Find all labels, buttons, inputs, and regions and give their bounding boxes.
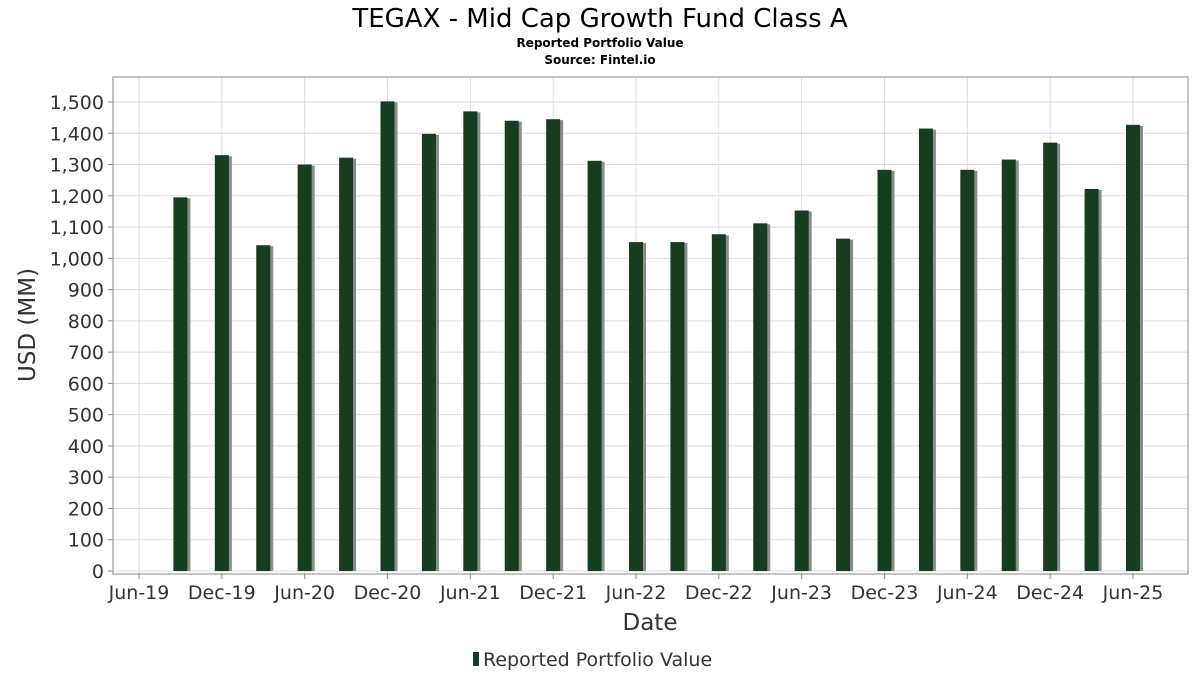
plot-area	[112, 76, 1189, 575]
y-tick-label: 1,200	[50, 186, 104, 208]
bar	[960, 169, 975, 571]
bar	[214, 155, 229, 572]
y-tick-label: 100	[68, 530, 104, 552]
x-tick-label: Dec-23	[851, 582, 919, 604]
bar	[173, 197, 188, 571]
y-tick-label: 1,100	[50, 217, 104, 239]
y-tick-label: 1,000	[50, 248, 104, 270]
y-tick-label: 1,400	[50, 123, 104, 145]
y-tick-label: 200	[68, 498, 104, 520]
y-tick-label: 900	[68, 280, 104, 302]
bar	[587, 160, 602, 572]
y-tick-label: 400	[68, 436, 104, 458]
legend-swatch	[473, 652, 479, 666]
x-tick-label: Jun-24	[936, 582, 998, 604]
y-tick-label: 600	[68, 373, 104, 395]
y-tick-label: 800	[68, 311, 104, 333]
chart-subtitle: Reported Portfolio Value	[516, 36, 683, 50]
x-tick-label: Dec-20	[354, 582, 422, 604]
grid-lines	[113, 77, 1188, 574]
legend: Reported Portfolio Value	[473, 649, 712, 671]
bar	[1001, 159, 1016, 571]
bar	[877, 169, 892, 571]
bar	[670, 242, 685, 572]
bar	[836, 238, 851, 572]
bar	[1126, 124, 1140, 571]
bar	[421, 133, 436, 571]
bar	[297, 164, 312, 572]
x-axis-ticks: Jun-19 Dec-19 Jun-20 Dec-20 Jun-21 Dec-21 Jun-…	[108, 574, 1164, 604]
x-tick-label: Dec-24	[1016, 582, 1084, 604]
x-tick-label: Dec-22	[685, 582, 753, 604]
bar	[711, 234, 726, 571]
bar	[753, 223, 768, 571]
x-tick-label: Dec-21	[519, 582, 587, 604]
bar	[256, 245, 271, 571]
y-tick-label: 1,500	[50, 92, 104, 114]
bar	[629, 242, 643, 572]
x-tick-label: Jun-19	[108, 582, 170, 604]
x-tick-label: Jun-23	[770, 582, 832, 604]
bar	[504, 120, 519, 571]
y-axis-label: USD (MM)	[15, 268, 41, 382]
x-tick-label: Jun-25	[1102, 582, 1164, 604]
x-tick-label: Dec-19	[188, 582, 256, 604]
bar	[1043, 142, 1058, 571]
bar	[546, 119, 561, 572]
bar-series	[173, 101, 1143, 572]
bar	[339, 157, 354, 571]
x-tick-label: Jun-21	[439, 582, 501, 604]
y-tick-label: 500	[68, 405, 104, 427]
bar	[794, 210, 809, 571]
y-tick-label: 1,300	[50, 155, 104, 177]
x-axis-label: Date	[623, 610, 678, 636]
bar	[1084, 188, 1099, 571]
legend-label: Reported Portfolio Value	[483, 649, 712, 671]
chart-source: Source: Fintel.io	[544, 53, 655, 67]
bar	[380, 101, 395, 571]
y-axis-ticks: 0 100 200 300 400 500 600 700 800 900 1,000 1,100 1,…	[50, 92, 113, 583]
bar	[918, 128, 933, 571]
y-tick-label: 0	[92, 561, 104, 583]
chart-title: TEGAX - Mid Cap Growth Fund Class A	[351, 4, 848, 34]
x-tick-label: Jun-22	[605, 582, 667, 604]
y-tick-label: 700	[68, 342, 104, 364]
bar	[463, 111, 478, 571]
x-tick-label: Jun-20	[273, 582, 335, 604]
y-tick-label: 300	[68, 467, 104, 489]
